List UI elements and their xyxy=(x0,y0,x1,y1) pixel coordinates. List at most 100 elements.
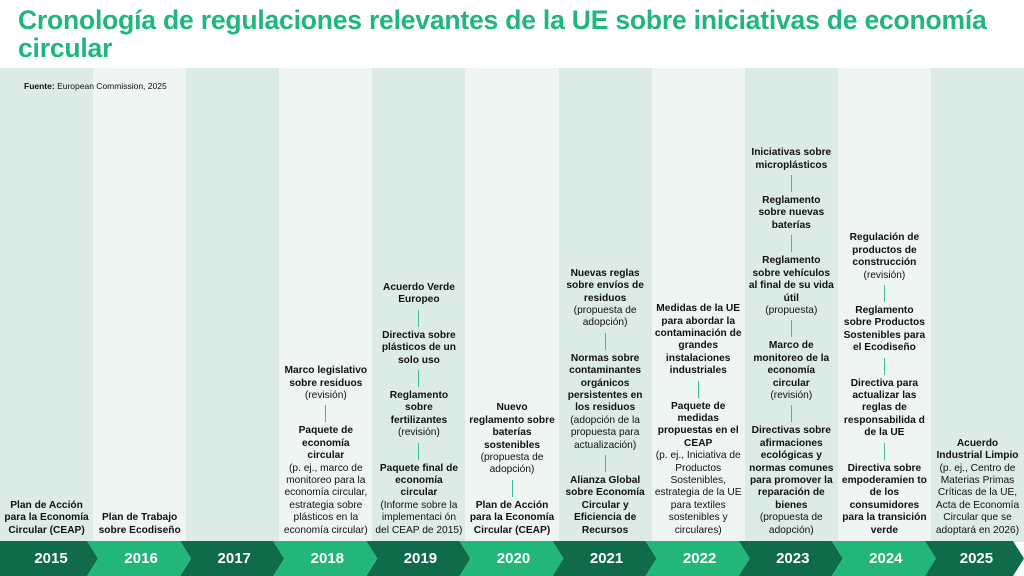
event-connector xyxy=(883,357,885,375)
event-title: Plan de Acción para la Economía Circular… xyxy=(4,499,89,536)
event-note: (p. ej., Centro de Materias Primas Críti… xyxy=(935,462,1020,536)
year-column-2018: Marco legislativo sobre residuos (revisió… xyxy=(279,68,373,542)
event-connector xyxy=(325,405,327,423)
event-note: (p. ej., marco de monitoreo para la econ… xyxy=(283,462,368,536)
event-title: Regulación de productos de construcción xyxy=(849,232,920,269)
event-connector xyxy=(790,405,792,423)
year-arrow-strip: 2015 2016 2017 2018 2019 2020 2021 2022 2023 2024… xyxy=(0,541,1024,576)
year-arrow-2018: 2018 xyxy=(273,541,377,576)
year-column-2017 xyxy=(186,68,280,542)
timeline-event: Reglamento sobre vehículos al final de s… xyxy=(748,255,835,317)
event-note: (propuesta de adopción) xyxy=(573,304,637,329)
year-label: 2020 xyxy=(496,550,531,567)
event-title: Marco legislativo sobre residuos xyxy=(284,365,368,389)
year-column-2022: Medidas de la UE para abordar la contami… xyxy=(651,68,745,542)
event-title: Iniciativas sobre microplásticos xyxy=(751,147,832,171)
year-column-2016: Plan de Trabajo sobre Ecodiseño xyxy=(93,68,187,542)
year-label: 2021 xyxy=(589,550,624,567)
timeline-event: Directiva sobre empoderamien to de los c… xyxy=(841,463,928,537)
timeline-event: Paquete final de economía circular (Infor… xyxy=(375,463,462,537)
event-title: Paquete de economía circular xyxy=(298,425,353,462)
timeline-event: Reglamento sobre Productos Sostenibles p… xyxy=(841,305,928,355)
event-connector xyxy=(883,284,885,302)
timeline-event: Medidas de la UE para abordar la contami… xyxy=(655,303,742,377)
event-title: Paquete final de economía circular xyxy=(379,462,458,499)
event-title: Directivas sobre afirmaciones ecológicas… xyxy=(749,425,834,511)
event-title: Normas sobre contaminantes orgánicos per… xyxy=(567,352,643,414)
event-title: Nuevo reglamento sobre baterías sostenib… xyxy=(469,402,555,451)
year-column-2023: Iniciativas sobre microplásticos Reglamen… xyxy=(744,68,838,542)
year-arrow-2021: 2021 xyxy=(553,541,657,576)
timeline-event: Reglamento sobre fertilizantes (revisión) xyxy=(375,390,462,440)
timeline-event: Directiva para actualizar las reglas de … xyxy=(841,378,928,440)
event-note: (p. ej., Iniciativa de Productos Sosteni… xyxy=(654,450,742,536)
timeline-event: Plan de Acción para la Economía Circular… xyxy=(468,500,555,537)
event-title: Acuerdo Industrial Limpio xyxy=(936,437,1019,462)
event-connector xyxy=(511,479,513,497)
timeline-event: Acuerdo Industrial Limpio (p. ej., Centro… xyxy=(934,438,1021,537)
event-connector xyxy=(697,380,699,398)
event-note: (propuesta) xyxy=(765,304,818,316)
year-column-2019: Acuerdo Verde Europeo Directiva sobre plá… xyxy=(372,68,466,542)
event-connector xyxy=(418,369,420,387)
event-title: Reglamento sobre fertilizantes xyxy=(389,389,449,426)
event-note: (propuesta de adopción) xyxy=(480,451,544,476)
event-note: (revisión) xyxy=(397,427,440,439)
year-label: 2015 xyxy=(34,550,68,567)
event-connector xyxy=(790,235,792,253)
timeline-event: Acuerdo Verde Europeo xyxy=(375,282,462,307)
event-title: Alianza Global sobre Economía Circular y… xyxy=(565,474,645,536)
event-title: Plan de Trabajo sobre Ecodiseño xyxy=(98,512,181,536)
year-arrow-2024: 2024 xyxy=(832,541,936,576)
timeline-event: Iniciativas sobre microplásticos xyxy=(748,147,835,172)
year-column-2020: Nuevo reglamento sobre baterías sostenib… xyxy=(465,68,559,542)
year-arrow-2016: 2016 xyxy=(87,541,191,576)
event-note: (adopción de la propuesta para actualiza… xyxy=(570,414,640,451)
event-title: Marco de monitoreo de la economía circul… xyxy=(753,340,830,389)
event-connector xyxy=(883,442,885,460)
event-connector xyxy=(418,442,420,460)
event-title: Paquete de medidas propuestas en el CEAP xyxy=(657,400,739,449)
timeline-event: Normas sobre contaminantes orgánicos per… xyxy=(562,353,649,452)
year-arrow-2017: 2017 xyxy=(180,541,284,576)
event-note: (Informe sobre la implementaci ón del CE… xyxy=(375,499,463,536)
event-title: Directiva para actualizar las reglas de … xyxy=(843,377,925,439)
year-arrow-2022: 2022 xyxy=(646,541,750,576)
event-connector xyxy=(418,309,420,327)
year-label: 2016 xyxy=(124,550,158,567)
timeline-event: Plan de Trabajo sobre Ecodiseño xyxy=(96,512,183,537)
event-note: (revisión) xyxy=(863,269,906,281)
event-title: Directiva sobre empoderamien to de los c… xyxy=(841,462,927,536)
timeline-event: Marco legislativo sobre residuos (revisió… xyxy=(282,365,369,402)
event-title: Reglamento sobre Productos Sostenibles p… xyxy=(843,304,926,354)
year-column-2025: Acuerdo Industrial Limpio (p. ej., Centro… xyxy=(930,68,1024,542)
event-connector xyxy=(790,320,792,338)
year-label: 2025 xyxy=(959,550,994,567)
event-title: Medidas de la UE para abordar la contami… xyxy=(654,303,742,377)
year-arrow-2019: 2019 xyxy=(366,541,470,576)
event-note: (revisión) xyxy=(304,389,347,401)
event-title: Directiva sobre plásticos de un solo uso xyxy=(381,329,456,366)
timeline-event: Directivas sobre afirmaciones ecológicas… xyxy=(748,425,835,537)
year-label: 2024 xyxy=(869,550,903,567)
timeline-columns: Plan de Acción para la Economía Circular… xyxy=(0,68,1024,542)
event-title: Reglamento sobre nuevas baterías xyxy=(758,195,825,231)
timeline-event: Nuevo reglamento sobre baterías sostenib… xyxy=(468,402,555,476)
year-column-2024: Regulación de productos de construcción(… xyxy=(837,68,931,542)
event-title: Acuerdo Verde Europeo xyxy=(382,281,455,306)
timeline-event: Paquete de medidas propuestas en el CEAP… xyxy=(655,401,742,537)
year-arrow-2020: 2020 xyxy=(459,541,563,576)
event-note: (propuesta de adopción) xyxy=(759,512,823,536)
year-arrow-2025: 2025 xyxy=(925,541,1024,576)
year-column-2021: Nuevas reglas sobre envíos de residuos (p… xyxy=(558,68,652,542)
year-label: 2018 xyxy=(310,550,344,567)
source-text: European Commission, 2025 xyxy=(57,81,167,91)
year-label: 2022 xyxy=(682,550,717,567)
year-column-2015: Plan de Acción para la Economía Circular… xyxy=(0,68,94,542)
year-arrow-2023: 2023 xyxy=(739,541,843,576)
event-connector xyxy=(604,332,606,350)
timeline-event: Alianza Global sobre Economía Circular y… xyxy=(562,475,649,537)
timeline-event: Regulación de productos de construcción(… xyxy=(841,232,928,282)
timeline-event: Directiva sobre plásticos de un solo uso xyxy=(375,330,462,367)
source-label: Fuente: xyxy=(24,81,55,91)
